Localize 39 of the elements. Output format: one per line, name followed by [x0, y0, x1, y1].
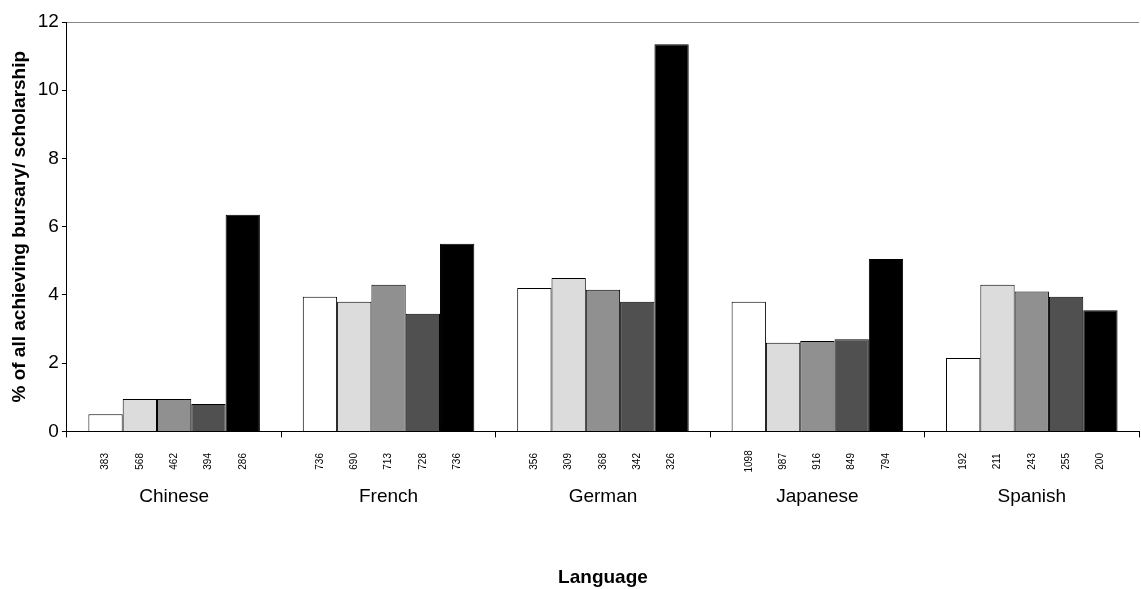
- text: 1098: [742, 449, 754, 473]
- text: 368: [596, 452, 608, 470]
- text: 286: [236, 452, 248, 470]
- x-tick-label: German: [568, 485, 638, 507]
- text: 736: [313, 452, 325, 470]
- y-tick-label: 2: [48, 351, 59, 373]
- text: 690: [348, 452, 359, 470]
- text: 200: [1094, 452, 1106, 470]
- text: 192: [956, 452, 968, 470]
- text: 394: [202, 452, 214, 470]
- text: 713: [382, 452, 394, 470]
- text: 356: [528, 452, 540, 470]
- y-tick-label: 0: [48, 419, 59, 441]
- text: 243: [1025, 452, 1037, 470]
- x-tick-label: French: [358, 485, 419, 507]
- text: 326: [665, 452, 677, 470]
- text: 211: [991, 453, 1003, 470]
- text: 309: [562, 452, 574, 470]
- x-axis-title: Language: [558, 565, 648, 587]
- y-tick-label: 6: [48, 214, 59, 236]
- y-axis-title: % of all achieving bursary/ scholarship: [7, 50, 29, 403]
- text: 383: [99, 452, 111, 470]
- y-tick-label: 8: [48, 146, 59, 168]
- y-tick-label: 10: [37, 78, 59, 100]
- x-tick-label: Spanish: [997, 485, 1067, 507]
- x-tick-label: Japanese: [776, 485, 859, 507]
- y-tick-label: 4: [48, 283, 60, 305]
- text: 794: [879, 452, 891, 470]
- text: 916: [811, 452, 823, 470]
- text: 462: [167, 452, 179, 470]
- text: 736: [450, 452, 462, 470]
- text: 987: [776, 452, 788, 470]
- text: 728: [416, 452, 428, 470]
- x-tick-label: Chinese: [139, 485, 209, 507]
- text: 849: [845, 452, 857, 470]
- text: 255: [1059, 452, 1071, 470]
- y-tick-label: 12: [37, 10, 59, 32]
- text: 342: [631, 452, 643, 470]
- text: 568: [133, 452, 145, 470]
